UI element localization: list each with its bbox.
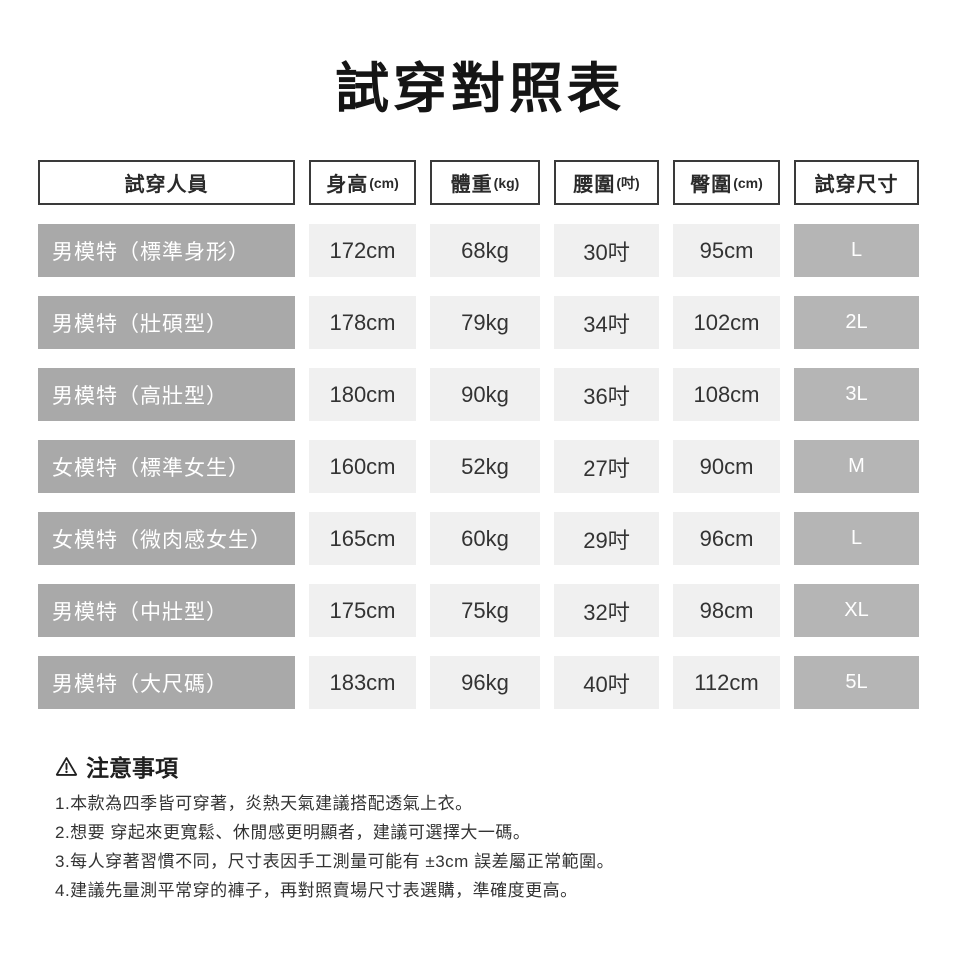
weight-cell: 90kg <box>430 368 540 422</box>
hip-cell: 102cm <box>673 296 780 350</box>
size-cell: 2L <box>794 296 919 350</box>
hip-cell: 98cm <box>673 584 780 638</box>
size-cell: XL <box>794 584 919 638</box>
model-name-cell: 男模特（中壯型） <box>38 584 295 638</box>
column-header-unit: (cm) <box>733 174 763 191</box>
note-item: 3.每人穿著習慣不同，尺寸表因手工測量可能有 ±3cm 誤差屬正常範圍。 <box>55 851 615 871</box>
waist-cell: 29吋 <box>554 512 659 566</box>
weight-cell: 60kg <box>430 512 540 566</box>
height-cell: 165cm <box>309 512 416 566</box>
hip-cell: 108cm <box>673 368 780 422</box>
note-item: 2.想要 穿起來更寬鬆、休閒感更明顯者，建議可選擇大一碼。 <box>55 822 531 842</box>
column-header-unit: (吋) <box>616 174 640 191</box>
height-cell: 175cm <box>309 584 416 638</box>
waist-cell: 40吋 <box>554 656 659 710</box>
hip-cell: 112cm <box>673 656 780 710</box>
warning-triangle-icon <box>55 755 78 778</box>
page-title: 試穿對照表 <box>335 59 625 119</box>
model-name-cell: 男模特（大尺碼） <box>38 656 295 710</box>
hip-cell: 95cm <box>673 224 780 278</box>
height-cell: 183cm <box>309 656 416 710</box>
column-header-label: 試穿人員 <box>124 174 209 197</box>
weight-cell: 79kg <box>430 296 540 350</box>
weight-cell: 75kg <box>430 584 540 638</box>
weight-cell: 68kg <box>430 224 540 278</box>
size-cell: L <box>794 224 919 278</box>
model-name-cell: 男模特（壯碩型） <box>38 296 295 350</box>
size-cell: 3L <box>794 368 919 422</box>
waist-cell: 34吋 <box>554 296 659 350</box>
note-item: 1.本款為四季皆可穿著，炎熱天氣建議搭配透氣上衣。 <box>55 794 473 814</box>
size-comparison-table: 試穿人員 身高 (cm) 體重 (kg) 腰圍 (吋) 臀圍 (cm) 試穿尺寸 男模特… <box>38 160 960 710</box>
column-header-label: 臀圍 <box>690 174 733 197</box>
hip-cell: 90cm <box>673 440 780 494</box>
waist-cell: 36吋 <box>554 368 659 422</box>
column-header-waist: 腰圍 (吋) <box>554 160 659 206</box>
column-header-size: 試穿尺寸 <box>794 160 919 206</box>
waist-cell: 27吋 <box>554 440 659 494</box>
size-cell: M <box>794 440 919 494</box>
column-header-label: 試穿尺寸 <box>814 174 899 197</box>
hip-cell: 96cm <box>673 512 780 566</box>
column-header-label: 腰圍 <box>573 174 616 197</box>
column-header-hip: 臀圍 (cm) <box>673 160 780 206</box>
model-name-cell: 女模特（微肉感女生） <box>38 512 295 566</box>
height-cell: 160cm <box>309 440 416 494</box>
column-header-unit: (kg) <box>493 174 520 191</box>
model-name-cell: 女模特（標準女生） <box>38 440 295 494</box>
notes-heading: 注意事項 <box>55 749 960 783</box>
size-cell: 5L <box>794 656 919 710</box>
notes-title: 注意事項 <box>86 755 178 782</box>
waist-cell: 30吋 <box>554 224 659 278</box>
column-header-person: 試穿人員 <box>38 160 295 206</box>
column-header-weight: 體重 (kg) <box>430 160 540 206</box>
column-header-label: 體重 <box>450 174 493 197</box>
note-item: 4.建議先量測平常穿的褲子，再對照賣場尺寸表選購，準確度更高。 <box>55 880 578 900</box>
column-header-height: 身高 (cm) <box>309 160 416 206</box>
height-cell: 180cm <box>309 368 416 422</box>
model-name-cell: 男模特（標準身形） <box>38 224 295 278</box>
weight-cell: 52kg <box>430 440 540 494</box>
model-name-cell: 男模特（高壯型） <box>38 368 295 422</box>
column-header-unit: (cm) <box>369 174 399 191</box>
waist-cell: 32吋 <box>554 584 659 638</box>
weight-cell: 96kg <box>430 656 540 710</box>
height-cell: 178cm <box>309 296 416 350</box>
column-header-label: 身高 <box>326 174 369 197</box>
notes-section: 注意事項 1.本款為四季皆可穿著，炎熱天氣建議搭配透氣上衣。 2.想要 穿起來更… <box>55 749 960 899</box>
height-cell: 172cm <box>309 224 416 278</box>
size-cell: L <box>794 512 919 566</box>
